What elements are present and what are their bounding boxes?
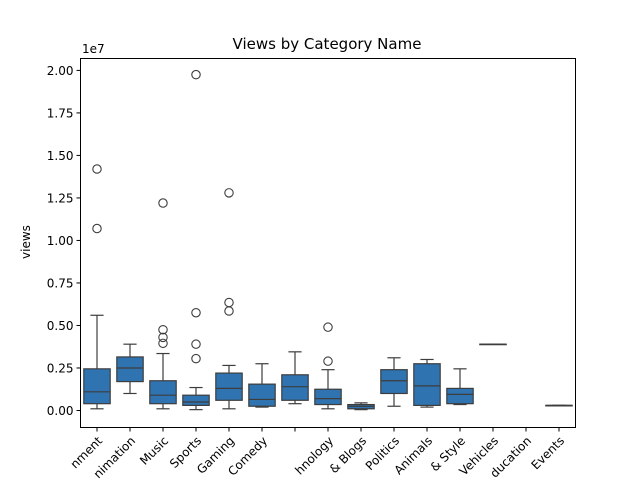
outlier-point — [224, 297, 234, 308]
outlier-point — [191, 339, 201, 349]
box-group — [479, 343, 507, 346]
y-tick-label: 1.50 — [47, 149, 74, 163]
box-group — [281, 351, 309, 405]
box-iqr — [182, 394, 210, 406]
box-iqr — [83, 368, 111, 405]
box-group — [446, 368, 474, 406]
x-tick-label: Events — [528, 434, 567, 473]
box-iqr — [248, 383, 276, 407]
x-tick-label: & Blogs — [327, 434, 369, 476]
y-axis-label: views — [19, 225, 33, 259]
plot-marks — [83, 69, 573, 411]
outlier-point — [158, 332, 168, 343]
outlier-point — [224, 306, 234, 316]
outlier-point — [323, 356, 333, 366]
outlier-point — [158, 198, 168, 208]
box-iqr — [215, 372, 243, 401]
box-iqr — [149, 380, 177, 405]
box-iqr — [380, 369, 408, 395]
y-tick-label: 0.50 — [47, 319, 74, 333]
box-group — [248, 363, 276, 408]
outlier-point — [224, 188, 234, 198]
y-tick-label: 1.25 — [47, 191, 74, 205]
outlier-point — [92, 223, 102, 234]
box-iqr — [116, 356, 144, 383]
box-iqr — [314, 388, 342, 406]
box-group — [116, 343, 144, 395]
y-tick-label: 1.00 — [47, 234, 74, 248]
box-group — [215, 188, 243, 410]
outlier-point — [158, 324, 168, 335]
y-tick-label: 1.75 — [47, 106, 74, 120]
outlier-point — [323, 322, 333, 332]
x-tick-label: Music — [137, 434, 171, 468]
box-group — [83, 164, 111, 410]
box-group — [347, 402, 375, 411]
box-iqr — [413, 363, 441, 406]
outlier-point — [191, 69, 201, 80]
box-iqr — [281, 374, 309, 401]
y-tick-label: 0.75 — [47, 276, 74, 290]
box-group — [380, 357, 408, 407]
outlier-point — [92, 164, 102, 174]
plot-frame — [80, 58, 576, 428]
y-tick-label: 0.25 — [47, 361, 74, 375]
y-tick-label: 0.00 — [47, 404, 74, 418]
box-group — [314, 322, 342, 410]
y-tick-label: 2.00 — [47, 64, 74, 78]
box-group — [545, 404, 573, 407]
box-group — [149, 198, 177, 410]
outlier-point — [191, 353, 201, 364]
outlier-point — [191, 307, 201, 318]
box-group — [182, 69, 210, 411]
box-group — [413, 358, 441, 408]
outlier-point — [158, 338, 168, 349]
chart-title: Views by Category Name — [233, 35, 422, 53]
box-iqr — [446, 387, 474, 405]
y-multiplier-label: 1e7 — [82, 42, 105, 56]
y-axis: 0.00 0.25 0.50 0.75 1.00 1.25 1.50 1.75 2.00 — [47, 64, 81, 418]
x-tick-label: hnology — [292, 434, 336, 478]
